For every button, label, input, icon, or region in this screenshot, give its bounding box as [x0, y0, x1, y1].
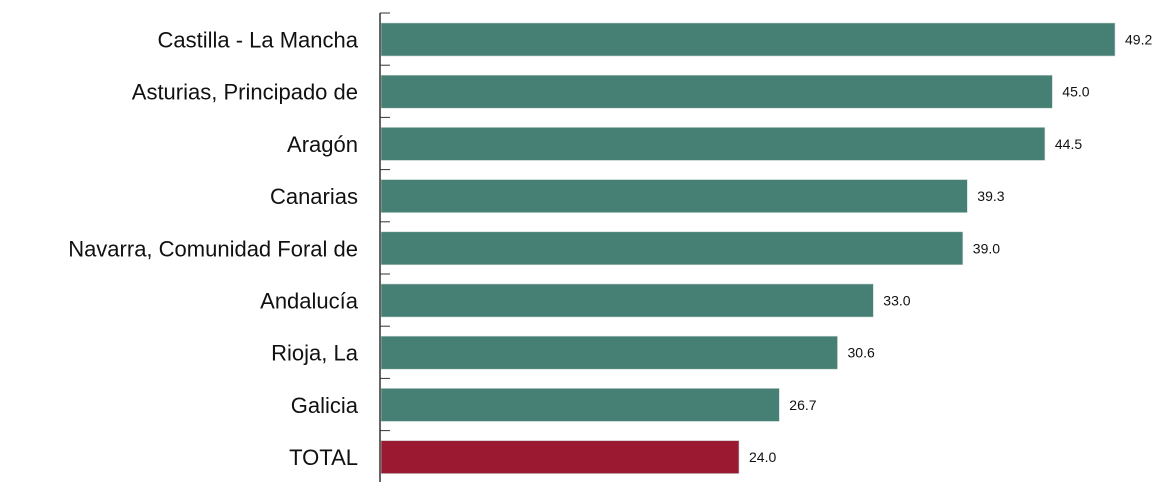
value-label: 26.7	[789, 397, 816, 413]
bar	[380, 22, 1116, 57]
bar	[380, 127, 1046, 161]
category-label: TOTAL	[289, 445, 358, 470]
value-label: 24.0	[749, 449, 776, 465]
bar	[380, 179, 968, 213]
value-label: 39.0	[973, 240, 1000, 256]
value-label: 30.6	[848, 345, 875, 361]
bar	[380, 283, 874, 318]
category-label: Rioja, La	[271, 341, 359, 366]
bar	[380, 440, 740, 474]
category-label: Canarias	[270, 184, 358, 209]
value-label: 33.0	[883, 293, 910, 309]
category-label: Navarra, Comunidad Foral de	[68, 236, 358, 261]
bar	[380, 74, 1053, 109]
bar	[380, 388, 780, 422]
value-label: 45.0	[1062, 84, 1089, 100]
category-label: Asturias, Principado de	[132, 80, 358, 105]
category-label: Castilla - La Mancha	[157, 28, 358, 53]
bar	[380, 231, 964, 266]
category-label: Galicia	[291, 393, 359, 418]
category-label: Andalucía	[260, 289, 359, 314]
bar	[380, 335, 838, 370]
value-label: 49.2	[1125, 32, 1152, 48]
category-label: Aragón	[287, 132, 358, 157]
value-label: 39.3	[977, 188, 1004, 204]
value-label: 44.5	[1055, 136, 1082, 152]
